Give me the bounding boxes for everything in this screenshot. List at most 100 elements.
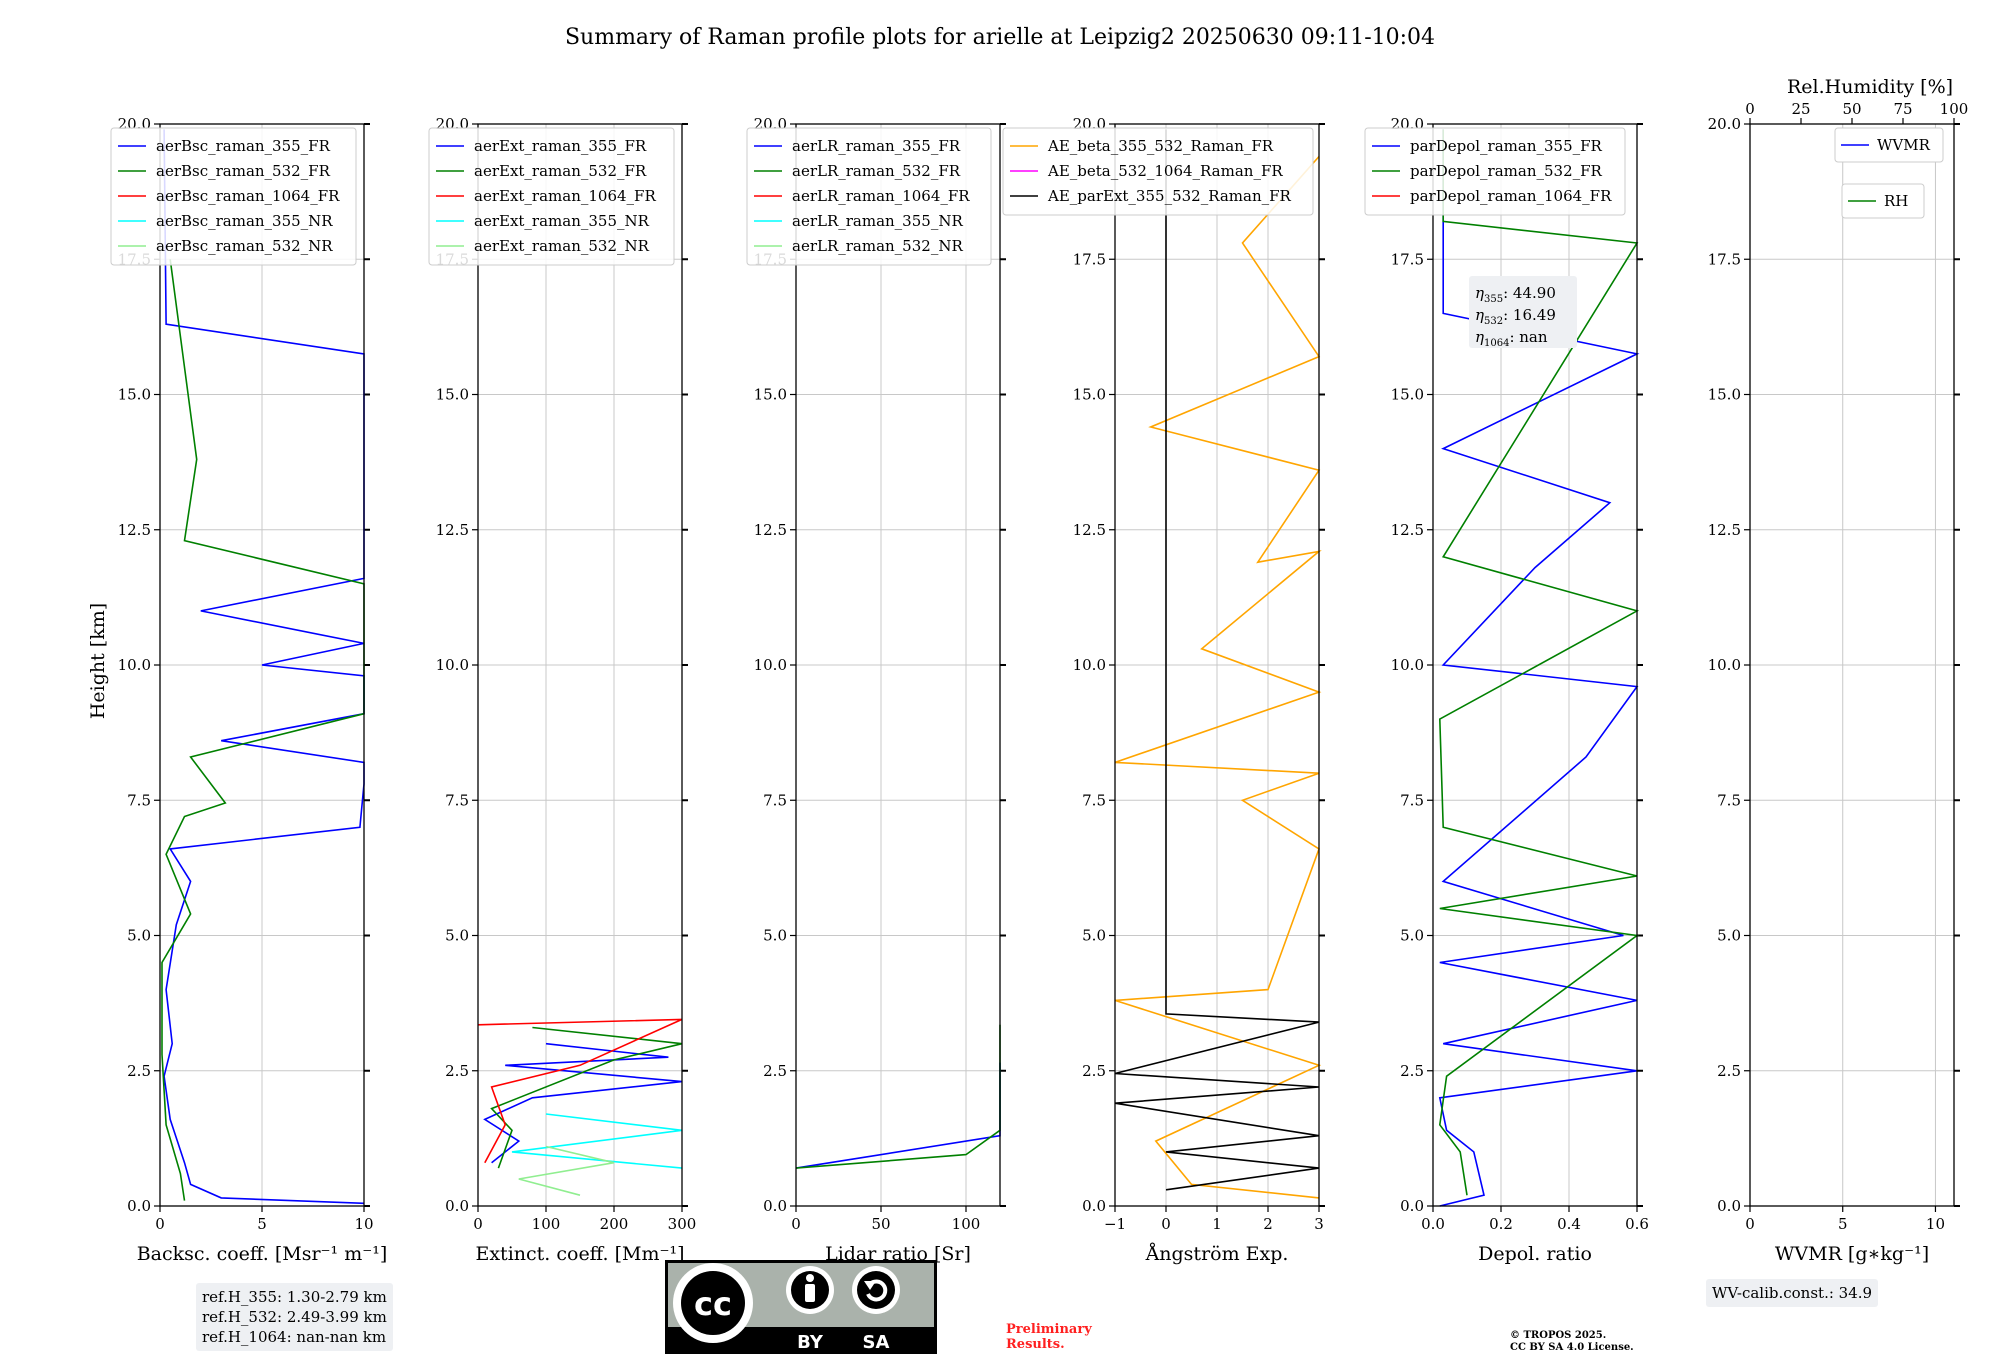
xtick-label: 1 — [1212, 1215, 1222, 1233]
series-line-aerExt_raman_532_NR — [518, 1145, 615, 1196]
axes-frame — [795, 123, 1001, 1207]
legend-entry: aerExt_raman_355_NR — [474, 212, 650, 230]
x-axis-label: Extinct. coeff. [Mm⁻¹] — [475, 1243, 684, 1265]
legend-entry: aerExt_raman_532_NR — [474, 237, 650, 255]
x-axis-label: Ångström Exp. — [1145, 1243, 1289, 1265]
legend-frame — [1834, 127, 1944, 163]
panel-dep: 0.02.55.07.510.012.515.017.520.00.0 0.2 0.… — [1364, 115, 1649, 1265]
x-axis-label: WVMR [g∗kg⁻¹] — [1775, 1243, 1929, 1265]
ytick-label: 0.0 — [445, 1197, 469, 1215]
legend-entry: aerBsc_raman_1064_FR — [156, 187, 340, 205]
legend-wvmr: WVMR — [1834, 127, 1944, 163]
xtick-label: 0 — [1745, 1215, 1755, 1233]
plot-panels: 0.02.55.07.510.012.515.017.520.00510Back… — [110, 76, 1969, 1265]
copyright-note: © TROPOS 2025. CC BY SA 4.0 License. — [1510, 1330, 1634, 1354]
eta-entry: η355: 44.90 — [1475, 284, 1556, 305]
legend-frame — [110, 127, 357, 266]
copyright-line2: CC BY SA 4.0 License. — [1510, 1342, 1634, 1353]
ytick-label: 5.0 — [445, 927, 469, 945]
legend-rh: RH — [1841, 183, 1925, 219]
ytick-label: 0.0 — [1082, 1197, 1106, 1215]
xtick-label: 0 — [155, 1215, 165, 1233]
ytick-label: 2.5 — [1717, 1062, 1741, 1080]
ytick-label: 12.5 — [118, 521, 151, 539]
legend-entry: AE_beta_355_532_Raman_FR — [1047, 137, 1274, 155]
x2tick-label: 0 — [1745, 100, 1755, 118]
legend-entry: aerBsc_raman_532_NR — [156, 237, 333, 255]
x2tick-label: 25 — [1791, 100, 1810, 118]
ytick-label: 15.0 — [118, 386, 151, 404]
legend-entry: aerBsc_raman_355_NR — [156, 212, 333, 230]
ytick-label: 0.0 — [1717, 1197, 1741, 1215]
ref-height-532: ref.H_532: 2.49-3.99 km — [202, 1308, 387, 1326]
panel-ae: 0.02.55.07.510.012.515.017.520.0−1 0 1 2 3Ån… — [1002, 115, 1325, 1265]
cc-license-badge[interactable]: cc BY SA — [665, 1260, 937, 1354]
ytick-label: 7.5 — [445, 791, 469, 809]
legend-frame — [1841, 183, 1925, 219]
panel-ext: 0.02.55.07.510.012.515.017.520.001002003… — [428, 115, 697, 1265]
legend-entry: RH — [1884, 192, 1908, 210]
xtick-label: 300 — [668, 1215, 697, 1233]
ytick-label: 10.0 — [754, 656, 787, 674]
wv-calib-box: WV-calib.const.: 34.9 — [1706, 1279, 1879, 1307]
ytick-label: 15.0 — [754, 386, 787, 404]
wv-calib-text: WV-calib.const.: 34.9 — [1712, 1284, 1873, 1302]
xtick-label: 100 — [952, 1215, 981, 1233]
xtick-label: 0.2 — [1489, 1215, 1513, 1233]
ytick-label: 10.0 — [1391, 656, 1424, 674]
xtick-label: 50 — [871, 1215, 890, 1233]
x-axis-label: Depol. ratio — [1478, 1243, 1592, 1265]
axes-frame — [159, 123, 365, 1207]
cc-logo-icon — [681, 1271, 745, 1335]
series-line-aerExt_raman_355_FR — [483, 1042, 683, 1164]
ytick-label: 5.0 — [1400, 927, 1424, 945]
series-line-aerLR_raman_532_FR — [795, 1024, 1001, 1169]
series-line-aerExt_raman_532_FR — [490, 1026, 683, 1169]
legend-bsc: aerBsc_raman_355_FR aerBsc_raman_532_FRae… — [110, 127, 357, 266]
legend-entry: aerLR_raman_355_NR — [792, 212, 963, 230]
legend-lr: aerLR_raman_355_FR aerLR_raman_532_FR aerL… — [746, 127, 992, 266]
ytick-label: 7.5 — [1717, 791, 1741, 809]
legend-entry: aerLR_raman_532_FR — [792, 162, 961, 180]
ref-height-1064: ref.H_1064: nan-nan km — [202, 1328, 387, 1346]
ytick-label: 7.5 — [763, 791, 787, 809]
ytick-label: 17.5 — [1391, 250, 1424, 268]
xtick-label: 5 — [1838, 1215, 1848, 1233]
ytick-label: 15.0 — [1073, 386, 1106, 404]
series-line-aerBsc_raman_532_FR — [161, 259, 365, 1201]
eta-entry: η532: 16.49 — [1475, 306, 1556, 327]
xtick-label: 100 — [532, 1215, 561, 1233]
x-axis-label: Backsc. coeff. [Msr⁻¹ m⁻¹] — [137, 1243, 388, 1265]
copyright-line1: © TROPOS 2025. — [1510, 1330, 1607, 1341]
xtick-label: 0.6 — [1625, 1215, 1649, 1233]
series-line-parDepol_raman_355_FR — [1438, 129, 1640, 1207]
ref-height-355: ref.H_355: 1.30-2.79 km — [202, 1288, 387, 1306]
eta-entry: η1064: nan — [1475, 328, 1548, 349]
x2tick-label: 100 — [1940, 100, 1969, 118]
ytick-label: 12.5 — [436, 521, 469, 539]
legend-entry: aerLR_raman_355_FR — [792, 137, 961, 155]
legend-frame — [1364, 127, 1626, 216]
ytick-label: 2.5 — [445, 1062, 469, 1080]
legend-entry: aerLR_raman_532_NR — [792, 237, 963, 255]
legend-entry: aerBsc_raman_355_FR — [156, 137, 331, 155]
xtick-label: 0.0 — [1421, 1215, 1445, 1233]
xtick-label: 2 — [1263, 1215, 1273, 1233]
ytick-label: 2.5 — [1400, 1062, 1424, 1080]
series-line-aerBsc_raman_355_FR — [163, 129, 365, 1205]
legend-entry: parDepol_raman_355_FR — [1410, 137, 1603, 155]
ytick-label: 7.5 — [1400, 791, 1424, 809]
ytick-label: 0.0 — [127, 1197, 151, 1215]
axes-frame — [477, 123, 683, 1207]
legend-frame — [1002, 127, 1314, 216]
legend-dep: parDepol_raman_355_FR parDepol_raman_532_… — [1364, 127, 1626, 216]
ytick-label: 2.5 — [763, 1062, 787, 1080]
series-line-AE_parExt_355_532_Raman_FR — [1114, 129, 1320, 1191]
ytick-label: 17.5 — [1708, 250, 1741, 268]
legend-entry: aerLR_raman_1064_FR — [792, 187, 970, 205]
x2tick-label: 50 — [1842, 100, 1861, 118]
legend-entry: WVMR — [1877, 136, 1931, 154]
legend-entry: parDepol_raman_532_FR — [1410, 162, 1603, 180]
legend-entry: aerExt_raman_355_FR — [474, 137, 647, 155]
